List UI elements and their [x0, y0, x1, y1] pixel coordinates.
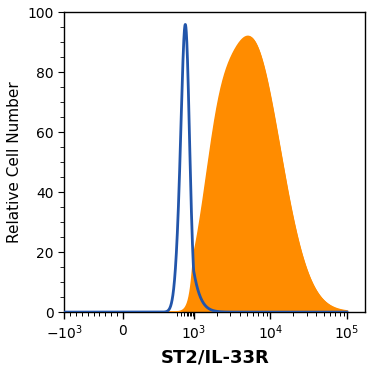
Y-axis label: Relative Cell Number: Relative Cell Number: [7, 81, 22, 243]
X-axis label: ST2/IL-33R: ST2/IL-33R: [160, 348, 269, 366]
